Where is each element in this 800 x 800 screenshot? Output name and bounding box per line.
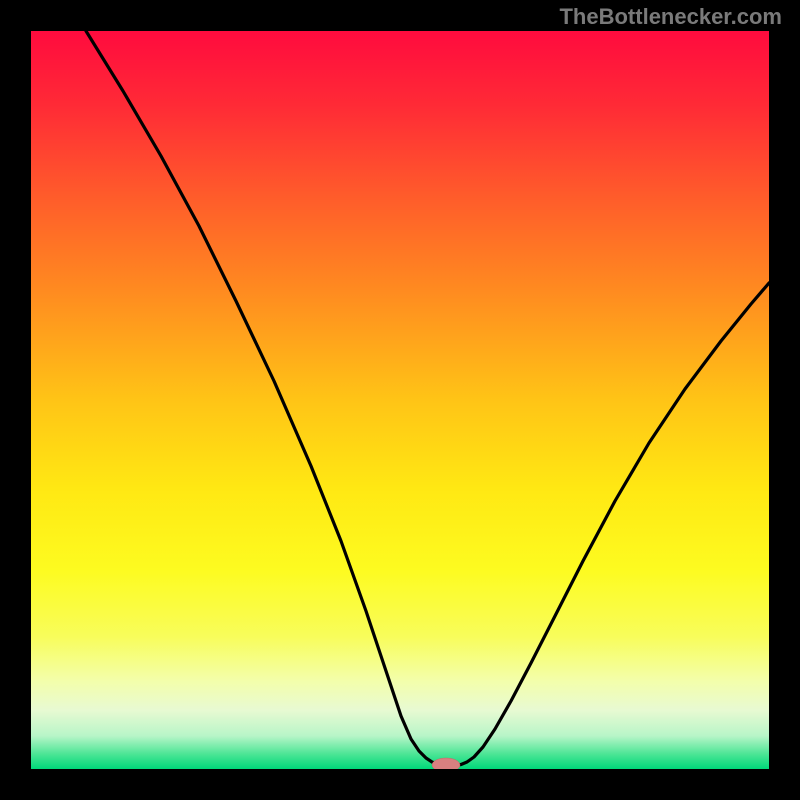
plot-area (31, 31, 769, 769)
chart-frame: TheBottlenecker.com (0, 0, 800, 800)
curve-layer (31, 31, 769, 769)
optimal-marker (432, 758, 460, 769)
watermark-text: TheBottlenecker.com (559, 4, 782, 30)
bottleneck-curve (86, 31, 769, 766)
